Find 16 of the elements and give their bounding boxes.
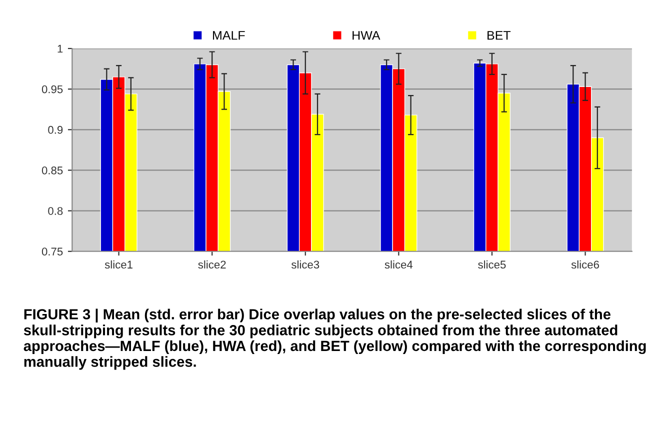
legend-label: HWA — [352, 31, 380, 40]
x-tick-label: slice6 — [571, 260, 599, 269]
x-tick-label: slice3 — [291, 260, 320, 269]
x-tick-label: slice1 — [104, 260, 132, 269]
x-tick-label: slice4 — [384, 260, 413, 269]
y-tick-label: 1 — [58, 44, 63, 53]
y-tick-label: 0.85 — [42, 166, 63, 174]
x-tick-label: slice5 — [478, 260, 506, 269]
legend-label: BET — [488, 31, 511, 40]
y-tick-label: 0.9 — [48, 126, 63, 134]
legend-label: MALF — [213, 31, 245, 40]
x-tick-label: slice2 — [198, 260, 226, 269]
caption: FIGURE 3 | Mean (std. error bar) Dice overlap values on the pre-selected slices of the skull-stripping results for the 30 pediatric subjects obtained from the three automated approaches—MALF (blue), HWA (red), and BET (yellow) compared with the corresponding manually stripped slices. — [24, 308, 646, 370]
y-tick-label: 0.8 — [48, 207, 63, 215]
y-tick-label: 0.95 — [42, 85, 63, 94]
y-tick-label: 0.75 — [42, 248, 63, 256]
